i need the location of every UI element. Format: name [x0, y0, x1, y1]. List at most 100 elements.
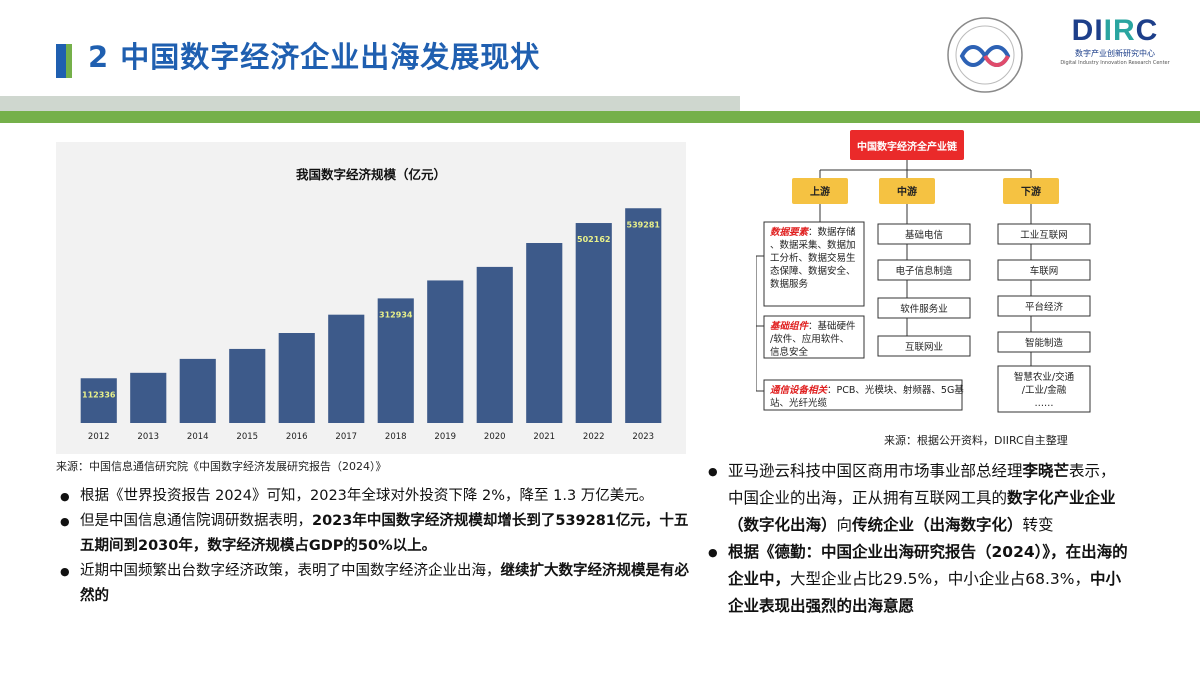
upstream-box: [792, 178, 848, 204]
header-divider-green: [0, 111, 1200, 123]
bar-2013: [130, 372, 167, 423]
bar-2014: [179, 358, 216, 423]
midstream-item-label: 互联网业: [905, 342, 943, 353]
bar-2016: [278, 333, 315, 423]
bullet-item: 但是中国信息通信院调研数据表明，2023年中国数字经济规模却增长到了539281…: [60, 509, 700, 559]
downstream-item-label: 智慧农业/交通: [1014, 371, 1075, 383]
bullet-emphasis: 李晓芒: [1022, 462, 1070, 480]
bullet-text: 亚马逊云科技中国区商用市场事业部总经理: [728, 462, 1023, 480]
bullet-emphasis: 根据《德勤：中国企业出海研究报告（2024）》，在出海的企业中，: [728, 543, 1128, 588]
bullet-text: 近期中国频繁出台数字经济政策，表明了中国数字经济企业出海，: [80, 563, 501, 579]
dirc-logo: DIIRC 数字产业创新研究中心 Digital Industry Innova…: [1056, 14, 1174, 74]
research-center-seal-icon: [947, 17, 1023, 93]
midstream-item-label: 软件服务业: [900, 303, 948, 315]
x-tick-2015: 2015: [236, 432, 258, 442]
downstream-item-label: 智能制造: [1025, 337, 1064, 349]
right-bullet-list: 亚马逊云科技中国区商用市场事业部总经理李晓芒表示，中国企业的出海，正从拥有互联网…: [708, 458, 1128, 620]
bullet-emphasis: 传统企业（出海数字化）: [852, 516, 1023, 534]
bar-chart-svg: 我国数字经济规模（亿元） 2012 112336 2013 2014 2015 2016 2…: [80, 167, 662, 442]
x-tick-2023: 2023: [632, 432, 654, 442]
data-label-2012: 112336: [82, 390, 116, 399]
logo-word-main: DI: [1071, 14, 1104, 47]
upstream-item-box: [763, 221, 865, 307]
data-label-2018: 312934: [379, 310, 413, 319]
bullet-emphasis: 中小企业表现出强烈的出海意愿: [728, 570, 1122, 615]
bullet-item: 亚马逊云科技中国区商用市场事业部总经理李晓芒表示，中国企业的出海，正从拥有互联网…: [708, 458, 1128, 539]
x-tick-2014: 2014: [187, 432, 209, 442]
data-label-2022: 502162: [577, 235, 610, 244]
bullet-item: 根据《世界投资报告 2024》可知，2023年全球对外投资下降 2%，降至 1.…: [60, 484, 700, 509]
bar-2017: [328, 314, 365, 423]
upstream-item-line: 通信设备相关：PCB、光模块、射频器、5G基: [770, 384, 964, 396]
upstream-item-box: [763, 315, 865, 359]
downstream-item-box: [997, 223, 1091, 245]
bullet-emphasis: 2023年中国数字经济规模却增长到了539281亿元，十五五期间到2030年，数…: [80, 513, 689, 554]
bullet-text: 大型企业占比29.5%，中小企业占68.3%，: [790, 570, 1090, 588]
upstream-item-box: [763, 379, 963, 411]
data-label-2023: 539281: [627, 220, 661, 229]
x-tick-2021: 2021: [533, 432, 555, 442]
downstream-item-box: [997, 259, 1091, 281]
midstream-item-box: [877, 259, 971, 281]
upstream-item-line: /软件、应用软件、: [770, 333, 849, 345]
chain-source-note: 来源：根据公开资料，DIIRC自主整理: [884, 434, 1068, 447]
bar-2012: [80, 378, 117, 423]
midstream-item-box: [877, 297, 971, 319]
x-tick-2022: 2022: [583, 432, 605, 442]
bullet-text: 表示，中国企业的出海，正从拥有互联网工具的: [728, 462, 1116, 507]
chart-source-note: 来源：中国信息通信研究院《中国数字经济发展研究报告（2024）》: [56, 460, 387, 473]
midstream-label: 中游: [897, 185, 917, 198]
downstream-item-box: [997, 295, 1091, 317]
logo-word-end: C: [1135, 14, 1159, 47]
upstream-item-line: 信息安全: [770, 346, 809, 358]
upstream-item-line: 工分析、数据交易生: [770, 252, 856, 264]
downstream-item-box: [997, 331, 1091, 353]
bullet-text: 但是中国信息通信院调研数据表明，: [80, 513, 312, 529]
downstream-item-label: 平台经济: [1025, 301, 1064, 313]
upstream-label: 上游: [810, 185, 830, 198]
x-tick-2020: 2020: [484, 432, 506, 442]
page-title: 2 中国数字经济企业出海发展现状: [88, 40, 541, 74]
bar-2019: [427, 280, 464, 423]
midstream-box: [879, 178, 935, 204]
chart-title: 我国数字经济规模（亿元）: [296, 167, 446, 182]
header-divider-gray: [0, 96, 740, 112]
chain-title-box: [850, 130, 964, 160]
x-tick-2017: 2017: [335, 432, 357, 442]
downstream-item-label: 工业互联网: [1020, 230, 1068, 241]
bullet-item: 根据《德勤：中国企业出海研究报告（2024）》，在出海的企业中，大型企业占比29…: [708, 539, 1128, 620]
bullet-text: 转变: [1022, 516, 1054, 534]
bar-2020: [476, 266, 513, 423]
industry-chain-diagram: 中国数字经济全产业链 上游 中游 下游 数据要素：数据存储、数据采集、数据加工分…: [756, 130, 1091, 413]
logo-word-accent: IR: [1103, 14, 1136, 47]
downstream-label: 下游: [1021, 185, 1041, 198]
logo-english-name: Digital Industry Innovation Research Cen…: [1060, 60, 1170, 66]
left-bullet-list: 根据《世界投资报告 2024》可知，2023年全球对外投资下降 2%，降至 1.…: [60, 484, 700, 609]
upstream-item-line: 基础组件：基础硬件: [770, 320, 856, 332]
downstream-box: [1003, 178, 1059, 204]
bar-2022: [575, 223, 612, 423]
bullet-item: 近期中国频繁出台数字经济政策，表明了中国数字经济企业出海，继续扩大数字经济规模是…: [60, 559, 700, 609]
x-tick-2013: 2013: [137, 432, 159, 442]
upstream-item-line: 、数据采集、数据加: [770, 239, 856, 251]
logo-chinese-name: 数字产业创新研究中心: [1075, 49, 1155, 58]
midstream-item-box: [877, 335, 971, 357]
chain-title: 中国数字经济全产业链: [857, 140, 958, 153]
x-tick-2018: 2018: [385, 432, 407, 442]
bar-2021: [526, 243, 563, 423]
downstream-item-box: [997, 365, 1091, 413]
downstream-item-label: /工业/金融: [1022, 384, 1067, 396]
bar-2015: [229, 348, 266, 423]
upstream-item-line: 数据要素：数据存储: [770, 226, 856, 238]
bar-2018: [377, 298, 414, 423]
bullet-text: 向: [836, 516, 853, 534]
x-tick-2019: 2019: [434, 432, 456, 442]
title-accent-mark: [56, 44, 72, 78]
midstream-item-label: 电子信息制造: [895, 265, 953, 277]
bullet-emphasis: 继续扩大数字经济规模是有必然的: [80, 563, 689, 604]
upstream-item-line: 态保障、数据安全、: [770, 265, 856, 277]
bullet-emphasis: 数字化产业企业（数字化出海）: [728, 489, 1116, 534]
upstream-item-line: 数据服务: [770, 278, 809, 290]
x-tick-2012: 2012: [88, 432, 110, 442]
bar-2023: [625, 208, 662, 423]
